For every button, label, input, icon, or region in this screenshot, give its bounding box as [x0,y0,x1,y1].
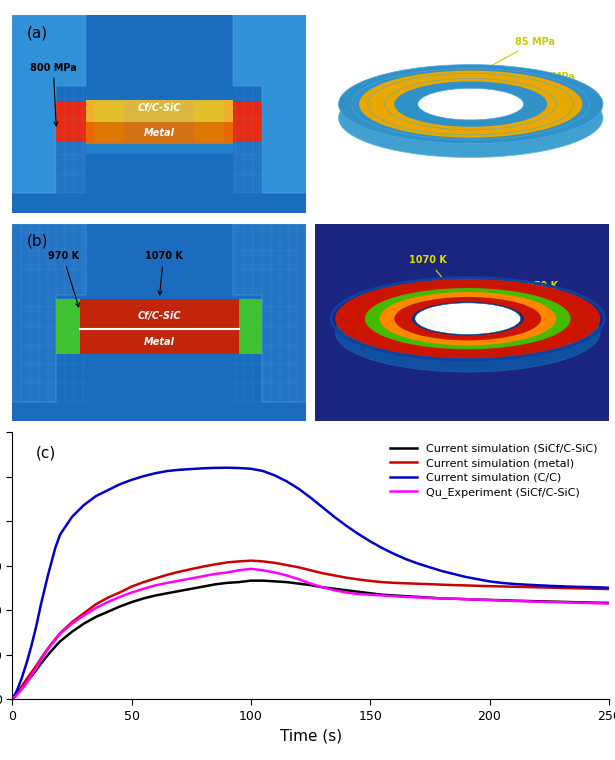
Text: 1070 K: 1070 K [409,255,451,288]
Polygon shape [57,134,85,193]
Text: 970 K: 970 K [526,281,558,325]
Current simulation (metal) [9,695,16,704]
Qu_Experiment (SiCf/C-SiC) [391,591,398,600]
Qu_Experiment (SiCf/C-SiC) [247,564,255,573]
Polygon shape [12,15,85,193]
Current simulation (C/C) [605,583,613,592]
Legend: Current simulation (SiCf/C-SiC), Current simulation (metal), Current simulation : Current simulation (SiCf/C-SiC), Current… [384,438,603,503]
Current simulation (SiCf/C-SiC) [331,584,338,594]
Ellipse shape [338,78,603,157]
Ellipse shape [418,88,523,120]
Bar [80,299,239,354]
Current simulation (metal) [14,689,21,698]
Current simulation (SiCf/C-SiC) [188,584,195,594]
Current simulation (C/C) [223,463,231,472]
Ellipse shape [415,303,521,334]
Text: Metal: Metal [144,337,175,347]
Ellipse shape [415,317,521,348]
Line: Current simulation (C/C): Current simulation (C/C) [12,467,609,699]
Bar [57,299,80,354]
Ellipse shape [412,302,523,335]
Current simulation (metal) [331,571,338,580]
Current simulation (metal) [391,578,398,587]
Current simulation (C/C) [188,464,195,473]
Polygon shape [12,224,85,401]
Polygon shape [57,102,95,141]
Text: 85 MPa: 85 MPa [483,36,555,70]
Current simulation (metal) [367,576,374,585]
Ellipse shape [338,65,603,144]
Line: Current simulation (SiCf/C-SiC): Current simulation (SiCf/C-SiC) [12,581,609,699]
Current simulation (metal) [188,565,195,574]
Current simulation (SiCf/C-SiC) [247,576,255,585]
Qu_Experiment (SiCf/C-SiC) [188,574,195,583]
Ellipse shape [359,71,582,138]
Ellipse shape [336,293,600,372]
X-axis label: Time (s): Time (s) [279,728,342,743]
Ellipse shape [418,102,523,134]
Current simulation (C/C) [331,512,338,521]
Polygon shape [95,102,124,141]
Polygon shape [232,224,306,401]
Bar [85,100,232,122]
Current simulation (SiCf/C-SiC) [605,598,613,607]
Current simulation (SiCf/C-SiC) [391,591,398,600]
Ellipse shape [418,88,523,120]
Text: (c): (c) [36,446,57,461]
Bar [239,299,262,354]
Qu_Experiment (SiCf/C-SiC) [9,695,16,704]
Qu_Experiment (SiCf/C-SiC) [14,690,21,699]
Current simulation (C/C) [391,549,398,559]
Line: Current simulation (metal): Current simulation (metal) [12,561,609,699]
Polygon shape [232,134,262,193]
Current simulation (C/C) [367,537,374,546]
Bar [85,122,232,144]
Qu_Experiment (SiCf/C-SiC) [367,591,374,600]
Ellipse shape [336,279,600,358]
Qu_Experiment (SiCf/C-SiC) [331,586,338,595]
Current simulation (metal) [247,556,255,565]
Text: (b): (b) [27,234,49,249]
Text: Metal: Metal [144,128,175,138]
Qu_Experiment (SiCf/C-SiC) [462,594,469,603]
Text: 970 K: 970 K [47,252,79,307]
FancyBboxPatch shape [21,114,297,154]
Line: Qu_Experiment (SiCf/C-SiC): Qu_Experiment (SiCf/C-SiC) [12,568,609,699]
Current simulation (SiCf/C-SiC) [367,589,374,598]
Current simulation (C/C) [9,695,16,704]
Text: 25 MPa: 25 MPa [532,72,575,107]
Text: (a): (a) [27,25,48,40]
Current simulation (SiCf/C-SiC) [14,689,21,698]
Ellipse shape [394,81,547,127]
Polygon shape [232,15,306,193]
Text: Cf/C-SiC: Cf/C-SiC [138,103,181,113]
Current simulation (SiCf/C-SiC) [462,594,469,603]
Ellipse shape [379,292,556,345]
Current simulation (C/C) [462,572,469,581]
Qu_Experiment (SiCf/C-SiC) [605,599,613,608]
Text: 800 MPa: 800 MPa [30,62,77,126]
Current simulation (SiCf/C-SiC) [9,695,16,704]
Polygon shape [224,102,262,141]
Current simulation (metal) [462,581,469,590]
Ellipse shape [365,288,571,350]
Current simulation (metal) [605,584,613,594]
Polygon shape [194,102,224,141]
Text: Cf/C-SiC: Cf/C-SiC [138,311,181,321]
Text: 1070 K: 1070 K [145,252,183,295]
Current simulation (C/C) [14,686,21,695]
Ellipse shape [394,297,541,340]
